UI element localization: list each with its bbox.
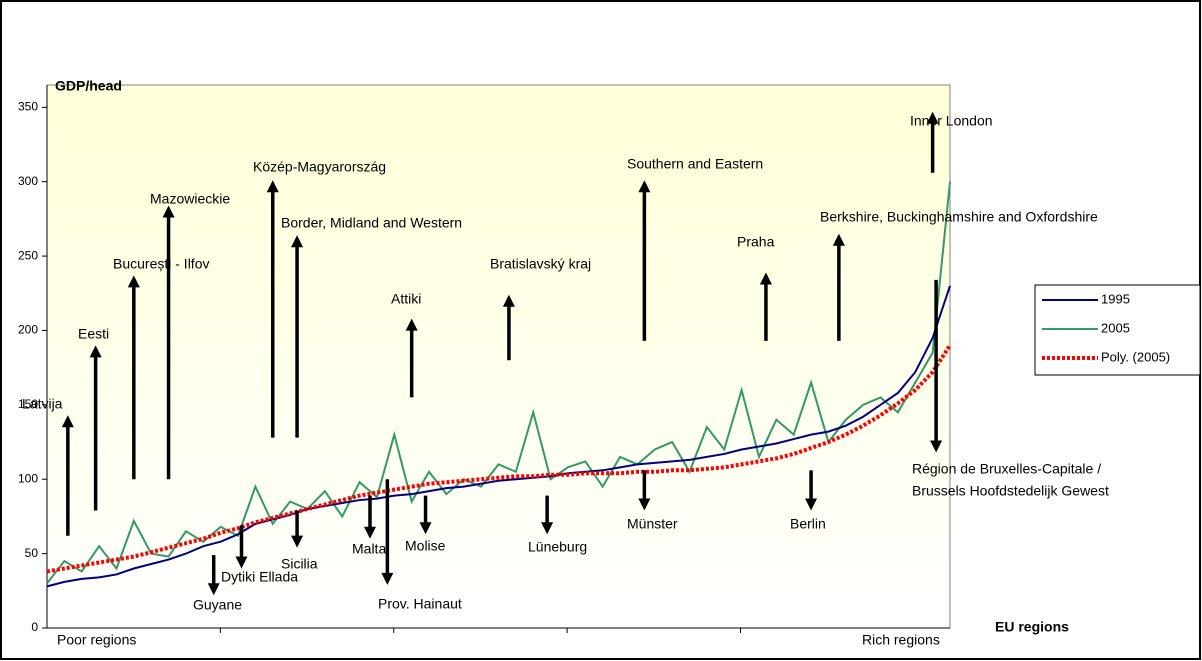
y-tick-label: 250 [18,248,38,262]
series-line [46,181,951,584]
arrow-head [235,556,248,569]
arrow-head [363,526,376,539]
legend-label: 1995 [1101,291,1130,306]
arrow-head [638,180,651,193]
y-tick-label: 100 [18,471,38,485]
annotation-label: Brussels Hoofdstedelijk Gewest [912,483,1109,499]
annotation-label: Latvija [22,396,63,412]
annotation-label: Mazowieckie [150,191,230,207]
y-tick-label: 0 [31,620,38,634]
y-tick-label: 300 [18,174,38,188]
annotation-label: Dytiki Ellada [221,569,298,585]
arrow-head [805,498,818,511]
y-tick-label: 200 [18,323,38,337]
arrow-head [127,275,140,288]
annotation-label: Eesti [78,326,109,342]
arrow-head [207,583,220,596]
annotation-label: Malta [352,541,386,557]
arrow-head [832,233,845,246]
arrow-head [759,272,772,285]
arrow-head [291,535,304,548]
y-tick-label: 50 [25,546,39,560]
y-axis-label: GDP/head [55,78,122,94]
x-axis-label: EU regions [995,619,1069,635]
annotation-label: Molise [405,538,446,554]
annotation-label: Lüneburg [528,539,587,555]
arrow-head [930,440,943,453]
annotation-label: Prov. Hainaut [378,596,462,612]
arrow-head [419,522,432,535]
x-end-label: Rich regions [862,632,940,648]
arrow-head [266,180,279,193]
arrow-head [89,345,102,358]
annotation-label: Sicilia [281,556,318,572]
annotation-label: Berkshire, Buckinghamshire and Oxfordshi… [820,209,1098,225]
annotation-label: Bratislavský kraj [490,256,591,272]
annotation-label: Southern and Eastern [627,156,763,172]
annotation-label: Inner London [910,113,993,129]
arrow-head [162,205,175,218]
x-start-label: Poor regions [57,632,136,648]
annotation-label: Praha [737,234,775,250]
arrow-head [61,415,74,428]
arrow-head [541,522,554,535]
arrow-head [291,235,304,248]
arrow-head [926,111,939,124]
legend-label: Poly. (2005) [1101,349,1170,364]
annotation-label: Berlin [790,516,826,532]
arrow-head [381,572,394,585]
y-tick-label: 150 [18,397,38,411]
arrow-head [502,294,515,307]
plot-area [46,84,951,629]
annotation-label: Közép-Magyarország [253,159,386,175]
legend-label: 2005 [1101,320,1130,335]
annotation-label: București - Ilfov [113,256,209,272]
series-line [46,285,951,588]
annotation-label: Attiki [391,291,421,307]
arrow-head [405,318,418,331]
annotation-label: Münster [627,516,678,532]
annotation-label: Région de Bruxelles-Capitale / [912,461,1101,477]
y-tick-label: 350 [18,99,38,113]
series-line [46,344,952,574]
arrow-head [638,498,651,511]
annotation-label: Guyane [193,597,242,613]
annotation-label: Border, Midland and Western [281,215,462,231]
